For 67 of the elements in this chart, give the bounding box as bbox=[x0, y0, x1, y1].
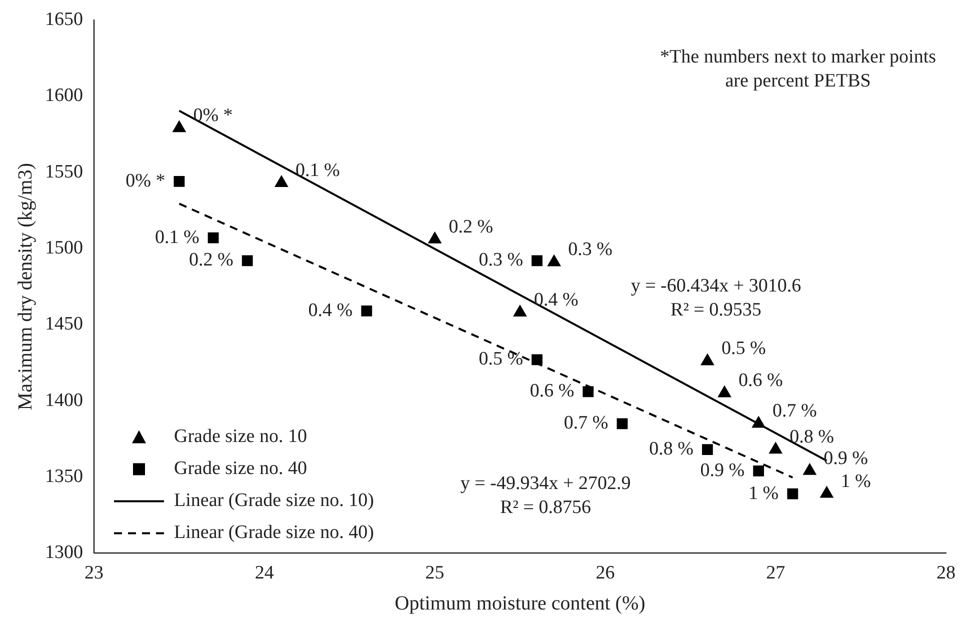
annotation: 0.1 % bbox=[154, 226, 200, 248]
point bbox=[769, 442, 782, 454]
legend-label: Grade size no. 40 bbox=[174, 458, 307, 480]
y-tick-label: 1350 bbox=[45, 466, 83, 488]
point bbox=[787, 488, 798, 500]
legend-label: Linear (Grade size no. 40) bbox=[174, 522, 374, 544]
y-tick-label: 1500 bbox=[45, 238, 83, 258]
point bbox=[532, 354, 542, 366]
annotation: 1 % bbox=[748, 482, 779, 504]
x-tick-label: 28 bbox=[936, 562, 956, 584]
point bbox=[172, 120, 186, 132]
point bbox=[700, 354, 714, 366]
point bbox=[428, 232, 442, 244]
point bbox=[752, 416, 766, 428]
annotation: 0.2 % bbox=[448, 216, 494, 238]
annotation: 0.2 % bbox=[189, 250, 234, 271]
annotation: 1 % bbox=[840, 470, 871, 492]
annotation: 0.9 % bbox=[824, 448, 868, 469]
x-tick-label: 25 bbox=[425, 562, 444, 584]
x-tick-label: 23 bbox=[84, 562, 104, 584]
annotation: 0.6 % bbox=[738, 370, 783, 392]
annotation: 0.7 % bbox=[564, 412, 608, 434]
point bbox=[174, 176, 185, 187]
x-tick-label: 27 bbox=[766, 562, 786, 584]
point bbox=[242, 255, 253, 266]
point bbox=[532, 255, 542, 266]
point bbox=[718, 386, 732, 398]
annotation: 0% * bbox=[126, 170, 166, 192]
point bbox=[513, 305, 527, 316]
annotation: 0.8 % bbox=[649, 438, 694, 460]
y-tick-label: 1600 bbox=[45, 85, 83, 106]
point bbox=[803, 463, 816, 475]
annotation: 0.4 % bbox=[308, 300, 353, 321]
annotation: y = -49.934x + 2702.9 R² = 0.8756 bbox=[460, 472, 631, 518]
point bbox=[208, 232, 219, 244]
annotation: 0.5 % bbox=[721, 338, 766, 360]
point bbox=[274, 176, 288, 188]
annotation: 0.3 % bbox=[478, 250, 524, 271]
y-tick-label: 1650 bbox=[45, 8, 83, 30]
annotation: 0.4 % bbox=[534, 289, 578, 310]
y-tick-label: 1550 bbox=[45, 161, 83, 182]
y-tick-label: 1450 bbox=[45, 314, 83, 335]
point bbox=[616, 418, 628, 430]
annotation: *The numbers next to marker points are percent PETBS bbox=[660, 46, 936, 92]
y-axis-title: Maximum dry density (kg/m3) bbox=[14, 163, 36, 410]
point bbox=[361, 306, 372, 316]
point bbox=[702, 444, 713, 456]
legend-label: Grade size no. 10 bbox=[174, 426, 307, 448]
annotation: 0.6 % bbox=[530, 380, 574, 402]
annotation: 0% * bbox=[193, 105, 233, 126]
x-tick-label: 26 bbox=[596, 562, 615, 584]
x-tick-label: 24 bbox=[254, 562, 274, 584]
y-tick-label: 1400 bbox=[45, 390, 83, 411]
annotation: 0.5 % bbox=[478, 348, 524, 370]
y-tick-label: 1300 bbox=[45, 542, 83, 564]
point bbox=[582, 386, 594, 398]
annotation: 0.1 % bbox=[295, 160, 340, 181]
annotation: 0.3 % bbox=[568, 239, 613, 260]
legend-label: Linear (Grade size no. 10) bbox=[174, 490, 374, 512]
annotation: 0.7 % bbox=[772, 400, 818, 422]
annotation: y = -60.434x + 3010.6 R² = 0.9535 bbox=[630, 276, 802, 321]
annotation: 0.8 % bbox=[790, 426, 834, 448]
point bbox=[753, 465, 764, 476]
x-axis-title: Optimum moisture content (%) bbox=[394, 592, 646, 614]
annotation: 0.9 % bbox=[700, 460, 745, 481]
point bbox=[548, 254, 561, 266]
point bbox=[820, 486, 834, 498]
